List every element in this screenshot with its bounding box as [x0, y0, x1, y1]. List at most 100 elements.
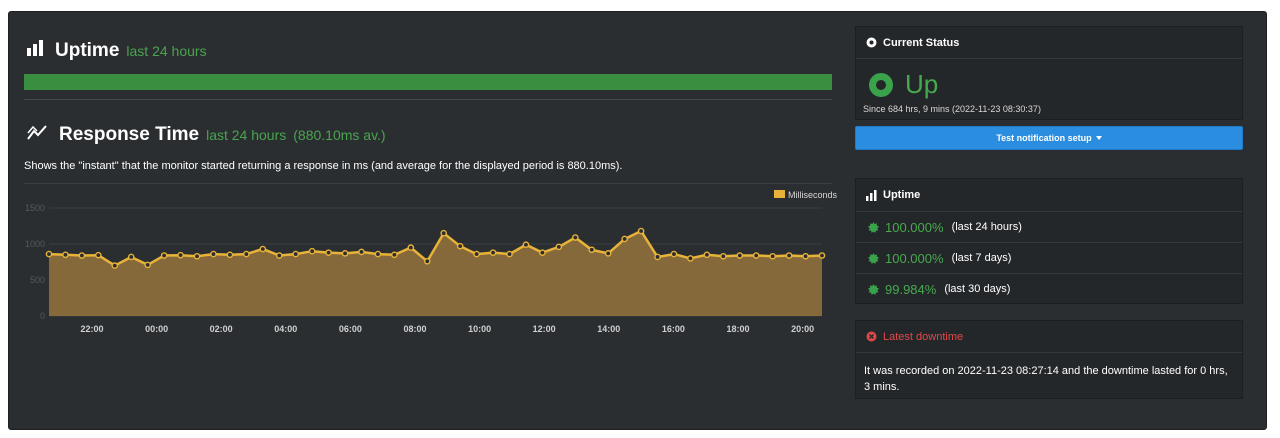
divider [24, 99, 832, 100]
data-point [489, 249, 497, 256]
data-point [703, 251, 711, 259]
data-point [506, 250, 513, 258]
data-point [571, 234, 579, 241]
series-area [49, 231, 822, 316]
data-point [62, 251, 69, 259]
data-point [45, 250, 53, 258]
status-indicator: Up [856, 59, 1242, 100]
bar-chart-icon [27, 40, 45, 61]
data-point [769, 252, 776, 260]
data-point [292, 250, 300, 258]
current-status-panel: Current Status Up Since 684 hrs, 9 mins … [855, 26, 1243, 120]
uptime-period: last 24 hours [126, 43, 207, 59]
data-point [802, 252, 809, 260]
x-tick-label: 18:00 [726, 324, 749, 334]
y-tick-label: 1500 [25, 203, 45, 213]
x-tick-label: 22:00 [80, 324, 103, 334]
test-notification-label: Test notification setup [996, 133, 1092, 143]
latest-downtime-title: Latest downtime [883, 330, 964, 343]
data-point [391, 251, 398, 259]
data-point [720, 252, 727, 260]
response-time-average: (880.10ms av.) [293, 127, 386, 143]
data-point [374, 250, 382, 258]
data-point [407, 244, 415, 251]
data-point [144, 261, 151, 269]
uptime-row: 99.984% (last 30 days) [856, 274, 1242, 304]
bar-chart-icon [866, 189, 877, 201]
x-tick-label: 00:00 [145, 324, 168, 334]
data-point [210, 250, 217, 258]
test-notification-button[interactable]: Test notification setup [855, 126, 1243, 150]
uptime-percent: 99.984% [885, 281, 937, 297]
data-point [226, 251, 234, 259]
data-point [654, 253, 661, 261]
uptime-period: (last 30 days) [944, 283, 1011, 295]
divider [24, 183, 832, 184]
data-point [111, 262, 119, 269]
x-tick-label: 16:00 [662, 324, 685, 334]
response-time-description: Shows the "instant" that the monitor sta… [24, 160, 623, 172]
y-tick-label: 0 [40, 311, 45, 321]
data-point [818, 252, 826, 259]
status-up-icon [869, 72, 893, 97]
x-tick-label: 02:00 [210, 324, 233, 334]
data-point [637, 227, 645, 235]
alert-circle-icon [866, 331, 877, 342]
uptime-row: 100.000% (last 7 days) [856, 243, 1242, 274]
data-point [456, 242, 464, 250]
data-point [275, 252, 283, 259]
uptime-period: (last 7 days) [951, 252, 1012, 264]
data-point [243, 250, 250, 258]
uptime-percent: 100.000% [885, 250, 944, 266]
data-point [539, 249, 546, 256]
x-tick-label: 12:00 [533, 324, 556, 334]
x-tick-label: 10:00 [468, 324, 491, 334]
uptime-row: 100.000% (last 24 hours) [856, 212, 1242, 243]
latest-downtime-header: Latest downtime [856, 321, 1242, 353]
data-point [785, 252, 793, 259]
data-point [127, 253, 135, 261]
data-point [177, 251, 184, 259]
uptime-header: Uptime last 24 hours [27, 40, 207, 62]
data-point [736, 252, 744, 259]
data-point [95, 251, 102, 259]
latest-downtime-text: It was recorded on 2022-11-23 08:27:14 a… [864, 365, 1228, 393]
badge-icon [868, 283, 879, 295]
latest-downtime-panel: Latest downtime It was recorded on 2022-… [855, 320, 1243, 399]
status-dot-icon [866, 37, 877, 48]
data-point [687, 255, 694, 262]
status-since: Since 684 hrs, 9 mins (2022-11-23 08:30:… [863, 104, 1041, 114]
current-status-header: Current Status [856, 27, 1242, 59]
uptime-panel-title: Uptime [883, 189, 921, 201]
uptime-panel: Uptime 100.000% (last 24 hours) 100.000% (l… [855, 178, 1243, 304]
data-point [555, 243, 563, 251]
uptime-bar [24, 74, 832, 90]
current-status-title: Current Status [883, 36, 960, 49]
x-tick-label: 08:00 [403, 324, 426, 334]
response-time-period: last 24 hours [206, 127, 287, 143]
uptime-title: Uptime [55, 40, 120, 61]
uptime-rows: 100.000% (last 24 hours) 100.000% (last 7 d… [856, 212, 1242, 304]
data-point [193, 252, 201, 260]
data-point [621, 235, 628, 243]
data-point [358, 248, 365, 256]
data-point [325, 249, 332, 256]
y-tick-label: 1000 [25, 239, 45, 249]
x-tick-label: 20:00 [791, 324, 814, 334]
legend-swatch [774, 190, 785, 198]
data-point [259, 245, 267, 253]
x-tick-label: 04:00 [274, 324, 297, 334]
response-time-header: Response Time last 24 hours (880.10ms av… [27, 124, 386, 146]
data-point [473, 250, 480, 258]
response-time-chart: 1500 1000 500 0 22:00 00:00 02:00 04:00 06:00 08:… [25, 190, 838, 334]
uptime-period: (last 24 hours) [951, 221, 1022, 233]
line-chart-icon [27, 124, 49, 145]
uptime-percent: 100.000% [885, 219, 944, 235]
x-tick-label: 06:00 [339, 324, 362, 334]
y-tick-label: 500 [30, 275, 45, 285]
data-point [588, 246, 596, 254]
badge-icon [868, 252, 879, 264]
caret-down-icon [1095, 136, 1102, 140]
legend-label: Milliseconds [788, 190, 838, 200]
data-point [752, 252, 760, 259]
